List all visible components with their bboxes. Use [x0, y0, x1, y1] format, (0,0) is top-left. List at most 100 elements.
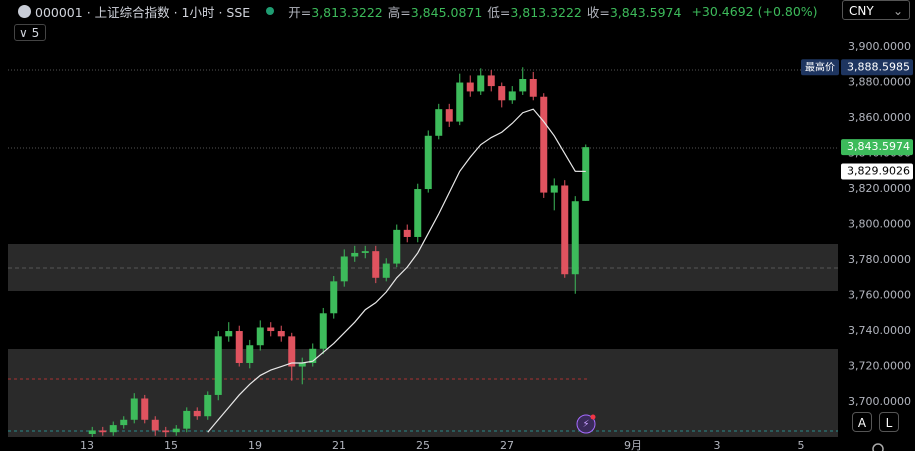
candle-body — [498, 86, 506, 101]
candle-body — [466, 82, 474, 92]
candle-body — [88, 430, 96, 434]
change: +30.4692 (+0.80%) — [691, 3, 818, 19]
y-tick-label: 3,880.0000 — [848, 76, 911, 89]
indicators-toggle[interactable]: ∨ 5 — [14, 24, 46, 41]
price-label-box — [841, 59, 913, 76]
y-tick-label: 3,760.0000 — [848, 289, 911, 302]
candle-body — [235, 331, 243, 363]
y-tick-label: 3,700.0000 — [848, 395, 911, 408]
candle-body — [519, 78, 527, 92]
ohlc-label: 收= — [586, 4, 610, 20]
status-dot — [266, 7, 275, 15]
candle-body — [193, 410, 201, 417]
candle-body — [162, 430, 170, 433]
candle-body — [424, 135, 432, 190]
ohlc: 开=3,813.3222 高=3,845.0871 低=3,813.3222 收=3,… — [288, 2, 686, 21]
logo — [18, 4, 31, 18]
x-tick-label: 9月 — [624, 439, 642, 451]
y-tick-label: 3,800.0000 — [848, 218, 911, 231]
ohlc-value: 3,813.3222 — [311, 4, 383, 20]
settings-icon[interactable] — [872, 443, 884, 451]
caret: ⌄ — [892, 4, 903, 18]
x-tick-label: 13 — [80, 439, 94, 451]
currency-select[interactable]: CNY ⌄ — [842, 0, 910, 20]
indicator-count: 5 — [31, 26, 40, 40]
candle-body — [109, 425, 117, 433]
candle-body — [529, 78, 537, 97]
candle-body — [130, 398, 138, 420]
candle-body — [267, 327, 275, 332]
candle-body — [561, 185, 569, 275]
candle-body — [382, 263, 390, 278]
candle-body — [403, 229, 411, 237]
candle-body — [361, 251, 369, 253]
x-tick-label: 5 — [798, 439, 805, 451]
candle-body — [372, 251, 380, 278]
candle-body — [183, 410, 191, 429]
event-dot — [590, 414, 596, 420]
y-tick-label: 3,780.0000 — [848, 253, 911, 266]
price-label-tag — [801, 59, 839, 76]
y-tick-label: 3,900.0000 — [848, 40, 911, 53]
y-tick-label: 3,720.0000 — [848, 360, 911, 373]
currency: CNY — [849, 4, 874, 18]
x-tick-label: 25 — [416, 439, 430, 451]
symbol: 000001 · 上证综合指数 · 1小时 · SSE — [35, 4, 251, 20]
y-tick-label: 3,860.0000 — [848, 111, 911, 124]
candle-body — [540, 96, 548, 193]
price-label-name: 最高价 — [805, 60, 835, 73]
header: 000001 · 上证综合指数 · 1小时 · SSE 开=3,813.3222… — [18, 2, 818, 20]
plot — [88, 67, 590, 437]
candle-body — [456, 82, 464, 122]
ohlc-value: 3,843.5974 — [609, 4, 682, 20]
candle-body — [477, 75, 485, 92]
candle-body — [277, 331, 285, 337]
candle-body — [445, 109, 453, 122]
ohlc-label: 低= — [487, 4, 511, 20]
candle-body — [204, 394, 212, 417]
x-tick-label: 21 — [332, 439, 346, 451]
ma-line — [207, 108, 586, 433]
event-glyph: ⚡ — [582, 419, 589, 430]
y-tick-label: 3,820.0000 — [848, 182, 911, 195]
x-tick-label: 27 — [500, 439, 514, 451]
candle-body — [351, 252, 359, 257]
candle-body — [571, 201, 579, 275]
candle-body — [225, 331, 233, 337]
x-tick-label: 3 — [714, 439, 721, 451]
price-label-box — [841, 163, 913, 180]
ohlc-value: 3,845.0871 — [410, 4, 483, 20]
log-button[interactable]: L — [879, 412, 899, 432]
candle-body — [256, 327, 264, 346]
y-tick-label: 3,740.0000 — [848, 324, 911, 337]
candle-body — [508, 91, 516, 101]
candle-body — [435, 109, 443, 136]
price-label: 3,888.5985 — [847, 60, 910, 73]
candle-body — [550, 185, 558, 193]
ohlc-label: 高= — [387, 4, 411, 20]
zone — [8, 349, 838, 437]
auto-button[interactable]: A — [852, 412, 872, 432]
price-label: 3,843.5974 — [847, 140, 910, 153]
candle-body — [393, 229, 401, 264]
candle-body — [141, 398, 149, 420]
candle-body — [151, 419, 159, 431]
candle-body — [298, 362, 306, 367]
candle-body — [246, 345, 254, 363]
candle-body — [582, 147, 590, 201]
ohlc-value: 3,813.3222 — [510, 4, 582, 20]
candle-body — [172, 428, 180, 433]
ohlc-label: 开= — [288, 4, 312, 20]
candle-body — [214, 336, 222, 395]
candle-body — [99, 430, 107, 433]
candle-body — [487, 75, 495, 87]
candle-body — [309, 348, 317, 363]
event-icon[interactable] — [576, 414, 596, 434]
price-label-box — [841, 139, 913, 156]
candle-body — [120, 419, 128, 426]
candle-body — [288, 336, 296, 367]
candle-body — [414, 189, 422, 237]
x-tick-label: 19 — [248, 439, 262, 451]
